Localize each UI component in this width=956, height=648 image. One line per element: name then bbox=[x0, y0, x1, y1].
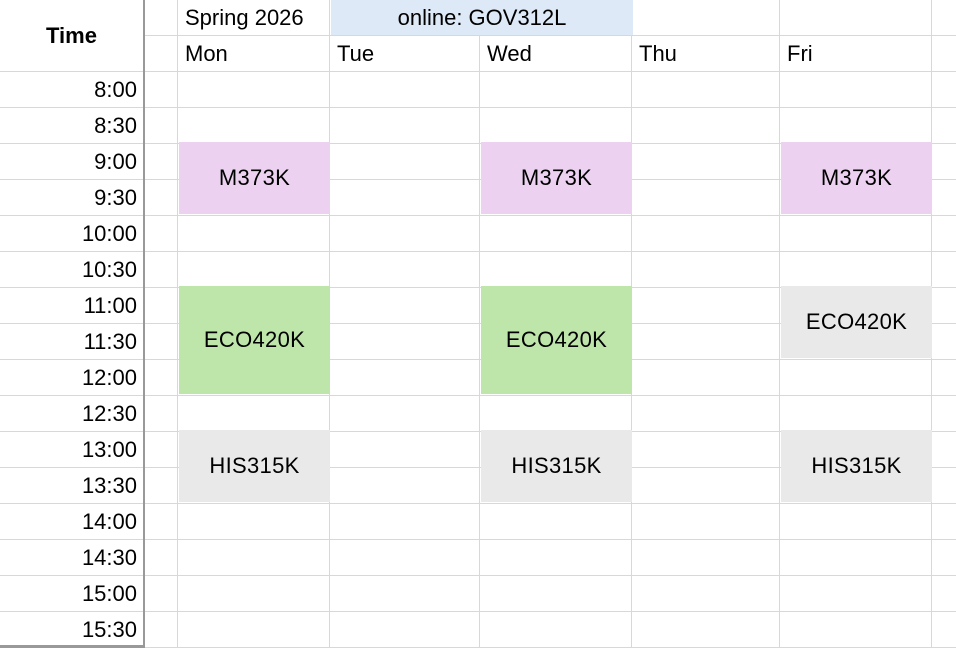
time-label-cell[interactable]: 15:00 bbox=[81, 581, 137, 606]
day-header-wed[interactable]: Wed bbox=[487, 40, 532, 66]
course-block-eco420k-fri[interactable]: ECO420K bbox=[781, 286, 932, 358]
column-gridline bbox=[479, 0, 480, 648]
time-label-cell[interactable]: 14:30 bbox=[81, 545, 137, 570]
time-column-header[interactable]: Time bbox=[0, 0, 143, 71]
time-label-cell[interactable]: 13:30 bbox=[81, 473, 137, 498]
day-header-tue[interactable]: Tue bbox=[337, 40, 375, 66]
time-label-cell[interactable]: 14:00 bbox=[81, 509, 137, 534]
time-label-cell[interactable]: 8:00 bbox=[94, 77, 137, 102]
course-block-his315k-mon[interactable]: HIS315K bbox=[179, 430, 330, 502]
time-column-border bbox=[143, 0, 145, 648]
day-header-mon[interactable]: Mon bbox=[185, 40, 228, 66]
time-label-cell[interactable]: 10:00 bbox=[81, 221, 137, 246]
time-label-cell[interactable]: 9:00 bbox=[94, 149, 137, 174]
column-gridline bbox=[779, 0, 780, 648]
course-block-his315k-fri[interactable]: HIS315K bbox=[781, 430, 932, 502]
column-gridline bbox=[177, 0, 178, 648]
course-block-eco420k-mon[interactable]: ECO420K bbox=[179, 286, 330, 394]
term-cell[interactable]: Spring 2026 bbox=[185, 4, 304, 30]
course-block-m373k-fri[interactable]: M373K bbox=[781, 142, 932, 214]
time-label-cell[interactable]: 11:30 bbox=[83, 329, 137, 354]
time-label-cell[interactable]: 9:30 bbox=[94, 185, 137, 210]
online-course-cell[interactable]: online: GOV312L bbox=[331, 0, 633, 35]
course-block-m373k-wed[interactable]: M373K bbox=[481, 142, 632, 214]
time-column-bottom-border bbox=[0, 645, 145, 648]
time-label-cell[interactable]: 15:30 bbox=[81, 617, 137, 642]
time-label-cell[interactable]: 12:30 bbox=[81, 401, 137, 426]
time-label-cell[interactable]: 10:30 bbox=[81, 257, 137, 282]
time-label-cell[interactable]: 11:00 bbox=[83, 293, 137, 318]
course-block-m373k-mon[interactable]: M373K bbox=[179, 142, 330, 214]
day-header-thu[interactable]: Thu bbox=[639, 40, 677, 66]
day-header-fri[interactable]: Fri bbox=[787, 40, 813, 66]
time-label-cell[interactable]: 13:00 bbox=[81, 437, 137, 462]
course-block-his315k-wed[interactable]: HIS315K bbox=[481, 430, 632, 502]
course-block-eco420k-wed[interactable]: ECO420K bbox=[481, 286, 632, 394]
time-label-cell[interactable]: 8:30 bbox=[94, 113, 137, 138]
time-label-cell[interactable]: 12:00 bbox=[81, 365, 137, 390]
